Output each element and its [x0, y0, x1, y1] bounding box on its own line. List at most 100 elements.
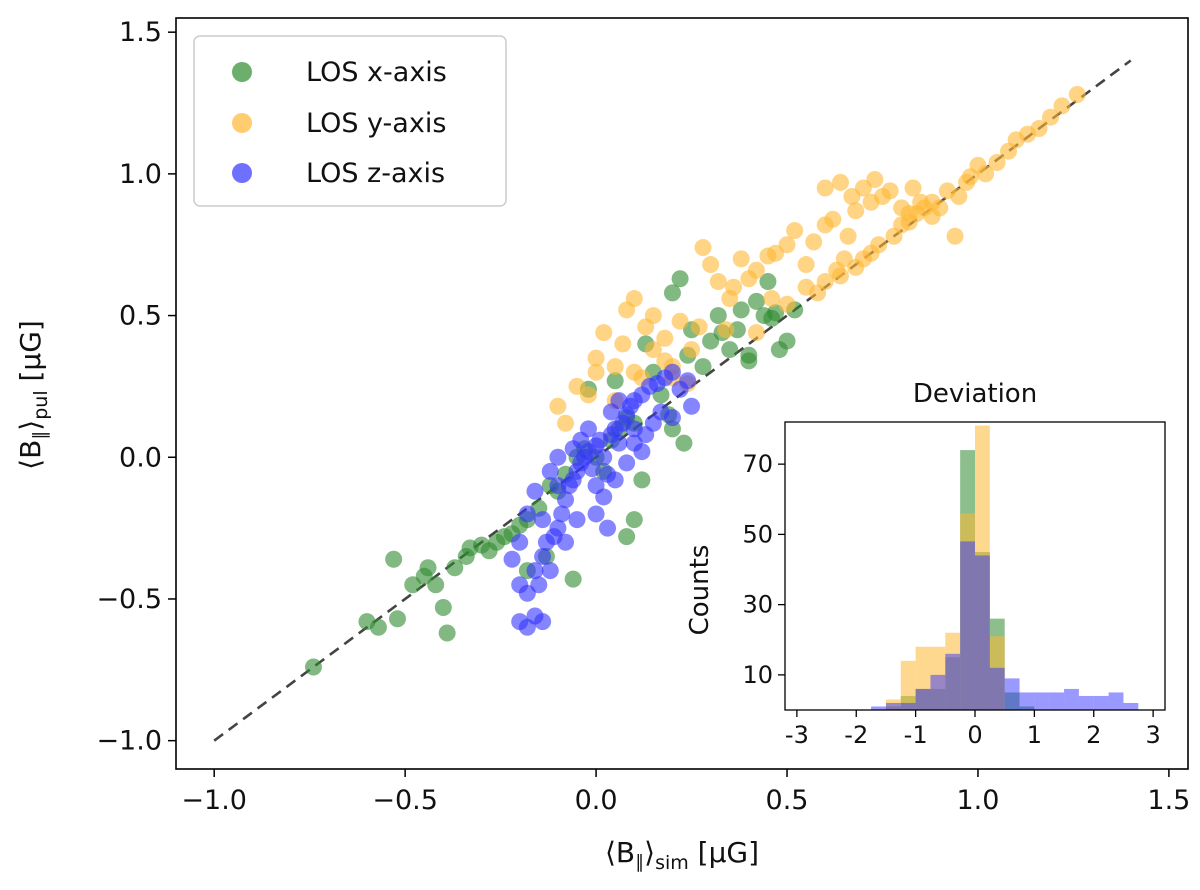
point-los-x [388, 610, 406, 628]
point-los-x [671, 270, 689, 288]
legend-label-x: LOS x-axis [306, 57, 447, 88]
point-los-y [644, 307, 662, 325]
point-los-y [831, 173, 849, 191]
point-los-y [881, 182, 899, 200]
hist-bar-los-z [1034, 692, 1050, 710]
point-los-y [816, 179, 834, 197]
point-los-y [683, 341, 701, 359]
hist-bar-los-z [871, 706, 886, 710]
point-los-y [866, 171, 884, 189]
point-los-x [709, 307, 727, 325]
point-los-z [663, 363, 681, 381]
point-los-y [709, 273, 727, 291]
point-los-y [786, 222, 804, 240]
point-los-x [633, 471, 651, 489]
inset-x-tick-label: -1 [904, 721, 928, 749]
point-los-x [419, 559, 437, 577]
hist-bar-los-z [1019, 692, 1035, 710]
point-los-y [606, 358, 624, 376]
point-los-x [675, 434, 693, 452]
point-los-z [583, 460, 601, 478]
point-los-z [541, 562, 559, 580]
inset-title: Deviation [913, 379, 1037, 409]
point-los-y [977, 165, 995, 183]
hist-bar-los-z [1004, 678, 1020, 710]
inset-x-tick-label: -2 [844, 721, 868, 749]
y-axis-label: ⟨B∥⟩pul [μG] [14, 320, 52, 470]
hist-bar-los-z [1108, 692, 1124, 710]
point-los-z [606, 471, 624, 489]
point-los-y [763, 290, 781, 308]
point-los-y [904, 179, 922, 197]
hist-bar-los-z [975, 555, 990, 710]
x-tick-label: 1.5 [1147, 785, 1190, 816]
point-los-x [694, 358, 712, 376]
point-los-y [717, 321, 735, 339]
x-tick-label: −1.0 [181, 785, 247, 816]
point-los-y [923, 193, 941, 211]
point-los-y [778, 236, 796, 254]
point-los-y [824, 210, 842, 228]
point-los-y [1053, 97, 1071, 115]
point-los-y [1042, 108, 1060, 126]
legend-marker-x [232, 62, 252, 82]
hist-bar-los-z [885, 702, 901, 710]
legend-label-y: LOS y-axis [306, 108, 446, 139]
inset-histogram: -3 -2 -1 0 1 2 3 10 30 50 70 Deviation Counts [685, 379, 1166, 749]
y-tick-label: −1.0 [96, 726, 162, 757]
inset-ticks: -3 -2 -1 0 1 2 3 10 30 50 70 [742, 450, 1160, 749]
hist-bar-los-z [1123, 702, 1139, 710]
point-los-x [625, 511, 643, 529]
point-los-z [557, 533, 575, 551]
point-los-z [579, 420, 597, 438]
x-tick-label: 1.0 [956, 785, 999, 816]
point-los-z [526, 562, 544, 580]
point-los-y [843, 188, 861, 206]
point-los-y [839, 227, 857, 245]
point-los-x [732, 301, 750, 319]
point-los-z [518, 505, 536, 523]
inset-x-tick-label: 0 [967, 721, 982, 749]
y-tick-label: 1.5 [119, 17, 162, 48]
legend: LOS x-axis LOS y-axis LOS z-axis [193, 35, 507, 207]
hist-bar-los-z [989, 667, 1005, 710]
inset-x-tick-label: 3 [1145, 721, 1160, 749]
point-los-z [595, 488, 613, 506]
point-los-z [663, 409, 681, 427]
point-los-z [526, 482, 544, 500]
x-axis-label: ⟨B∥⟩sim [μG] [605, 836, 759, 874]
point-los-z [595, 448, 613, 466]
point-los-x [434, 598, 452, 616]
point-los-y [797, 256, 815, 274]
main-ticks: −1.0 −0.5 0.0 0.5 1.0 1.5 −1.0 −0.5 0.0 0.5 1.0 1.5 [96, 17, 1190, 816]
point-los-y [625, 290, 643, 308]
point-los-y [831, 267, 849, 285]
point-los-z [549, 477, 567, 495]
point-los-z [683, 397, 701, 415]
point-los-x [740, 352, 758, 370]
x-tick-label: −0.5 [372, 785, 438, 816]
point-los-z [602, 403, 620, 421]
y-tick-label: 0.0 [119, 442, 162, 473]
hist-bar-los-z [1078, 695, 1094, 710]
point-los-y [1068, 86, 1086, 104]
point-los-y [690, 318, 708, 336]
point-los-y [587, 349, 605, 367]
point-los-z [549, 519, 567, 537]
x-tick-label: 0.0 [575, 785, 618, 816]
point-los-x [606, 372, 624, 390]
point-los-y [950, 188, 968, 206]
inset-y-tick-label: 70 [742, 450, 773, 478]
point-los-z [541, 462, 559, 480]
y-tick-label: 1.0 [119, 159, 162, 190]
hist-bar-los-z [930, 674, 946, 710]
legend-marker-y [232, 113, 252, 133]
hist-bar-los-z [945, 653, 961, 710]
point-los-z [625, 420, 643, 438]
point-los-y [549, 397, 567, 415]
point-los-y [747, 261, 765, 279]
point-los-y [595, 324, 613, 342]
point-los-z [553, 505, 571, 523]
point-los-y [1030, 120, 1048, 138]
y-tick-label: −0.5 [96, 584, 162, 615]
